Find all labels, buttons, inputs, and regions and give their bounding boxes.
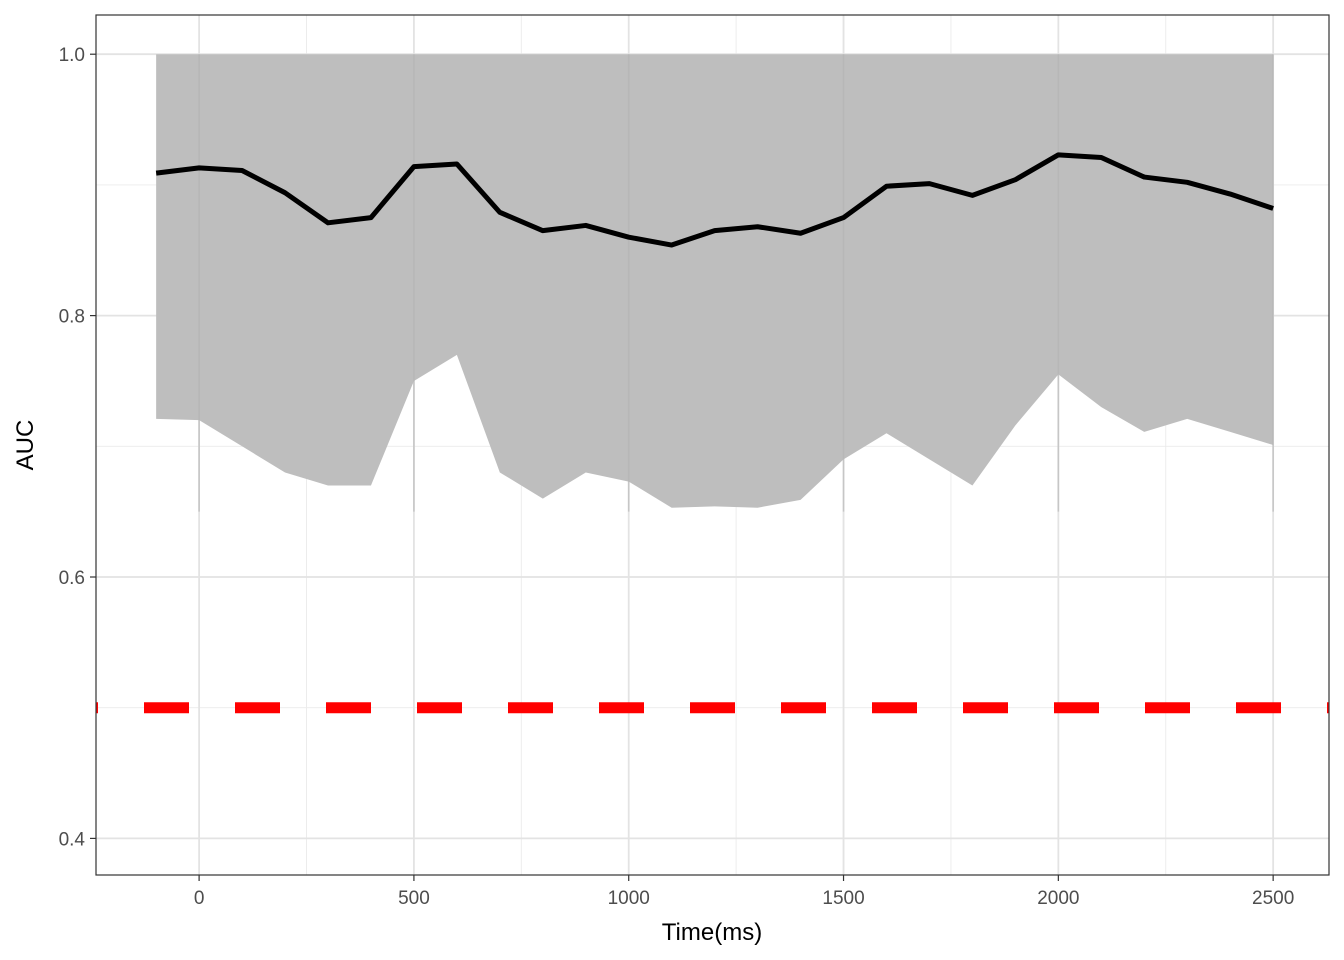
auc-series-line: [155, 152, 1274, 248]
y-tick-label: 0.8: [59, 307, 85, 328]
x-tick-label: 2000: [1037, 888, 1079, 909]
x-tick-labels: 0 500 1000 1500 2000 2500: [194, 888, 1294, 909]
x-tick-label: 1000: [608, 888, 650, 909]
x-tick-label: 1500: [822, 888, 864, 909]
series-layer: [155, 152, 1274, 248]
x-tick-label: 2500: [1252, 888, 1294, 909]
y-tick-label: 0.6: [59, 568, 85, 589]
x-tick-label: 500: [398, 888, 430, 909]
x-tick-label: 0: [194, 888, 205, 909]
y-tick-label: 0.4: [59, 829, 86, 850]
y-tick-labels: 0.4 0.6 0.8 1.0: [59, 45, 86, 850]
y-tick-label: 1.0: [59, 45, 85, 66]
plot-border: [95, 14, 1330, 876]
y-axis-title: AUC: [12, 420, 39, 471]
axis-ticks: [90, 53, 1274, 881]
x-axis-title: Time(ms): [662, 919, 762, 946]
